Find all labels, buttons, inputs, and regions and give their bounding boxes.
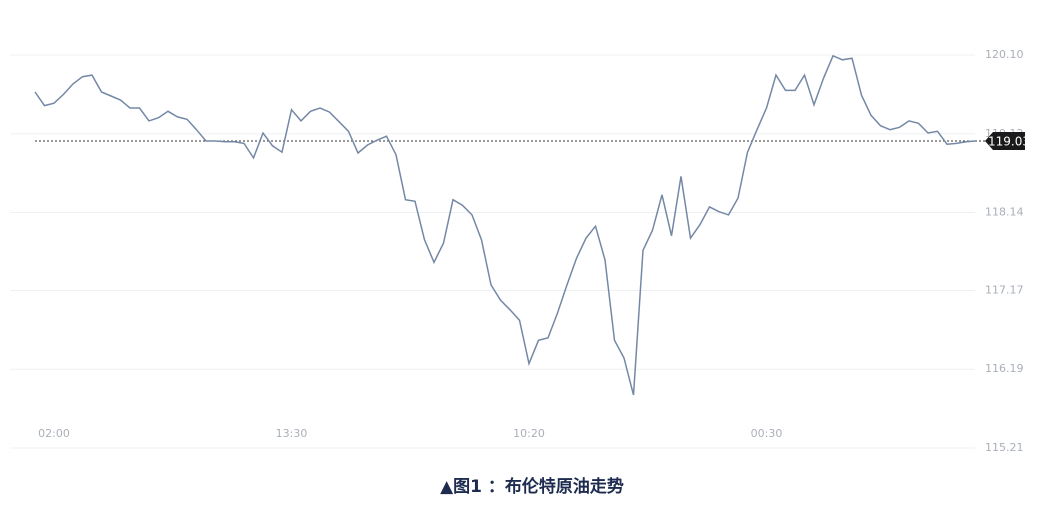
y-tick-label: 118.14 xyxy=(985,206,1024,219)
price-line xyxy=(34,54,976,396)
x-tick-label: 10:20 xyxy=(513,427,545,440)
current-price-label: 119.03 xyxy=(988,134,1030,148)
x-tick-label: 13:30 xyxy=(276,427,308,440)
x-tick-label: 00:30 xyxy=(751,427,783,440)
chart-caption: ▲图1 ：布伦特原油走势 xyxy=(440,476,624,497)
x-tick-label: 02:00 xyxy=(38,427,70,440)
current-price-box xyxy=(985,131,1025,150)
y-tick-label: 117.17 xyxy=(985,283,1024,296)
y-tick-label: 115.21 xyxy=(985,441,1024,454)
y-tick-label: 120.10 xyxy=(985,48,1024,61)
y-tick-label: 116.19 xyxy=(985,362,1024,375)
